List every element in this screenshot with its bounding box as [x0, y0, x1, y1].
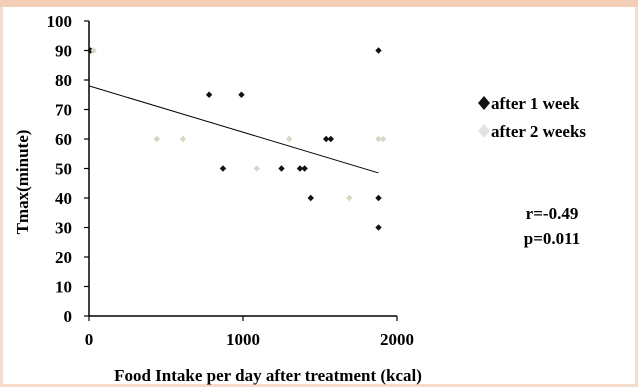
y-tick-label: 90 — [55, 42, 72, 61]
y-tick-label: 0 — [64, 307, 73, 326]
point-1week — [375, 194, 382, 202]
point-1week — [375, 224, 382, 231]
y-tick-label: 30 — [55, 219, 72, 238]
chart-frame — [3, 7, 635, 384]
y-axis-title: Tmax(minute) — [13, 130, 32, 235]
y-tick-labels: 0 10 20 30 40 50 60 70 80 90 100 — [47, 12, 89, 326]
point-2weeks — [153, 135, 160, 143]
point-1week — [307, 194, 314, 202]
legend-marker-2weeks — [478, 124, 490, 138]
trendline — [88, 85, 379, 174]
y-tick-label: 100 — [47, 12, 73, 31]
point-1week — [296, 165, 304, 172]
point-1week — [301, 165, 308, 172]
point-1week — [205, 91, 213, 98]
trendline-group — [88, 85, 379, 174]
point-2weeks — [286, 135, 293, 143]
x-axis-title: Food Intake per day after treatment (kca… — [114, 366, 422, 385]
point-2weeks — [379, 135, 387, 143]
legend-label-1week: after 1 week — [491, 94, 580, 113]
top-border-strip — [0, 0, 638, 7]
x-tick-label: 1000 — [226, 330, 260, 349]
data-points — [87, 47, 387, 231]
axes — [88, 21, 397, 317]
legend-marker-1week — [478, 96, 490, 110]
point-1week — [375, 47, 382, 54]
point-1week — [219, 165, 227, 172]
x-tick-label: 2000 — [380, 330, 414, 349]
point-1week — [322, 135, 330, 143]
y-tick-label: 50 — [55, 160, 72, 179]
y-tick-label: 40 — [55, 189, 72, 208]
legend: after 1 week after 2 weeks — [478, 94, 586, 141]
r-value: r=-0.49 — [526, 204, 579, 223]
x-tick-labels: 0 1000 2000 — [85, 316, 414, 349]
point-1week — [327, 135, 334, 143]
point-2weeks — [346, 194, 353, 202]
point-2weeks — [179, 135, 187, 143]
p-value: p=0.011 — [524, 229, 580, 248]
point-2weeks — [90, 47, 97, 54]
y-tick-label: 10 — [55, 278, 72, 297]
legend-label-2weeks: after 2 weeks — [491, 122, 586, 141]
point-1week — [278, 165, 285, 172]
y-tick-label: 80 — [55, 71, 72, 90]
y-tick-label: 70 — [55, 101, 72, 120]
point-2weeks — [375, 135, 382, 143]
y-tick-label: 60 — [55, 130, 72, 149]
point-1week — [238, 91, 245, 98]
point-2weeks — [253, 165, 261, 172]
y-tick-label: 20 — [55, 248, 72, 267]
x-tick-label: 0 — [85, 330, 94, 349]
